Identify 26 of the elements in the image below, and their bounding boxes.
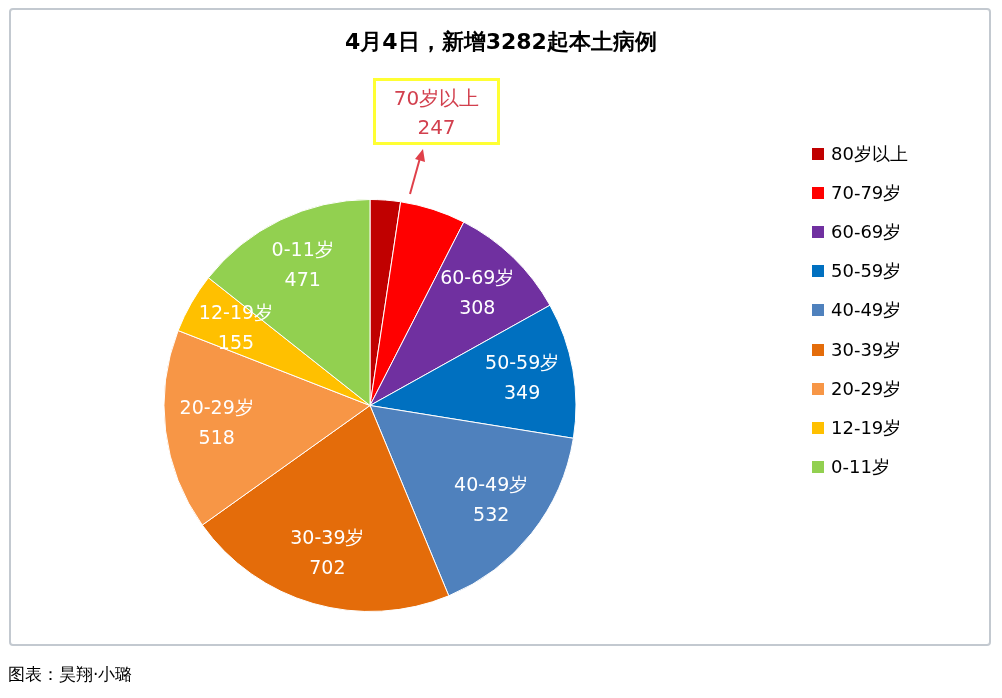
legend-label: 30-39岁 xyxy=(831,337,902,362)
data-label: 532 xyxy=(473,503,510,526)
data-label: 308 xyxy=(459,296,496,319)
slice-label: 40-49岁 xyxy=(454,473,529,496)
legend-label: 70-79岁 xyxy=(831,180,902,205)
data-label: 518 xyxy=(198,426,235,449)
legend-label: 0-11岁 xyxy=(831,455,890,480)
data-label: 155 xyxy=(217,330,255,353)
text: 70岁以上 247 xyxy=(392,85,481,141)
legend-label: 12-19岁 xyxy=(831,415,902,440)
legend-label: 40-49岁 xyxy=(831,298,902,323)
legend-label: 20-29岁 xyxy=(831,376,902,401)
legend-label: 50-59岁 xyxy=(831,259,902,284)
legend-label: 80岁以上 xyxy=(831,141,908,166)
slice-label: 0-11岁 xyxy=(271,238,334,261)
slice-label: 30-39岁 xyxy=(290,525,365,548)
slice-label: 60-69岁 xyxy=(440,266,515,289)
slice-label: 20-29岁 xyxy=(179,396,254,419)
slice-label: 12-19岁 xyxy=(198,300,274,323)
text: 图表：昊翔·小璐 xyxy=(8,663,133,686)
slice-label: 50-59岁 xyxy=(485,350,560,373)
data-label: 349 xyxy=(504,380,541,403)
legend-label: 60-69岁 xyxy=(831,219,902,244)
data-label: 471 xyxy=(284,268,321,291)
chart-title: 4月4日，新增3282起本土病例 xyxy=(344,28,658,56)
data-label: 702 xyxy=(309,555,346,578)
